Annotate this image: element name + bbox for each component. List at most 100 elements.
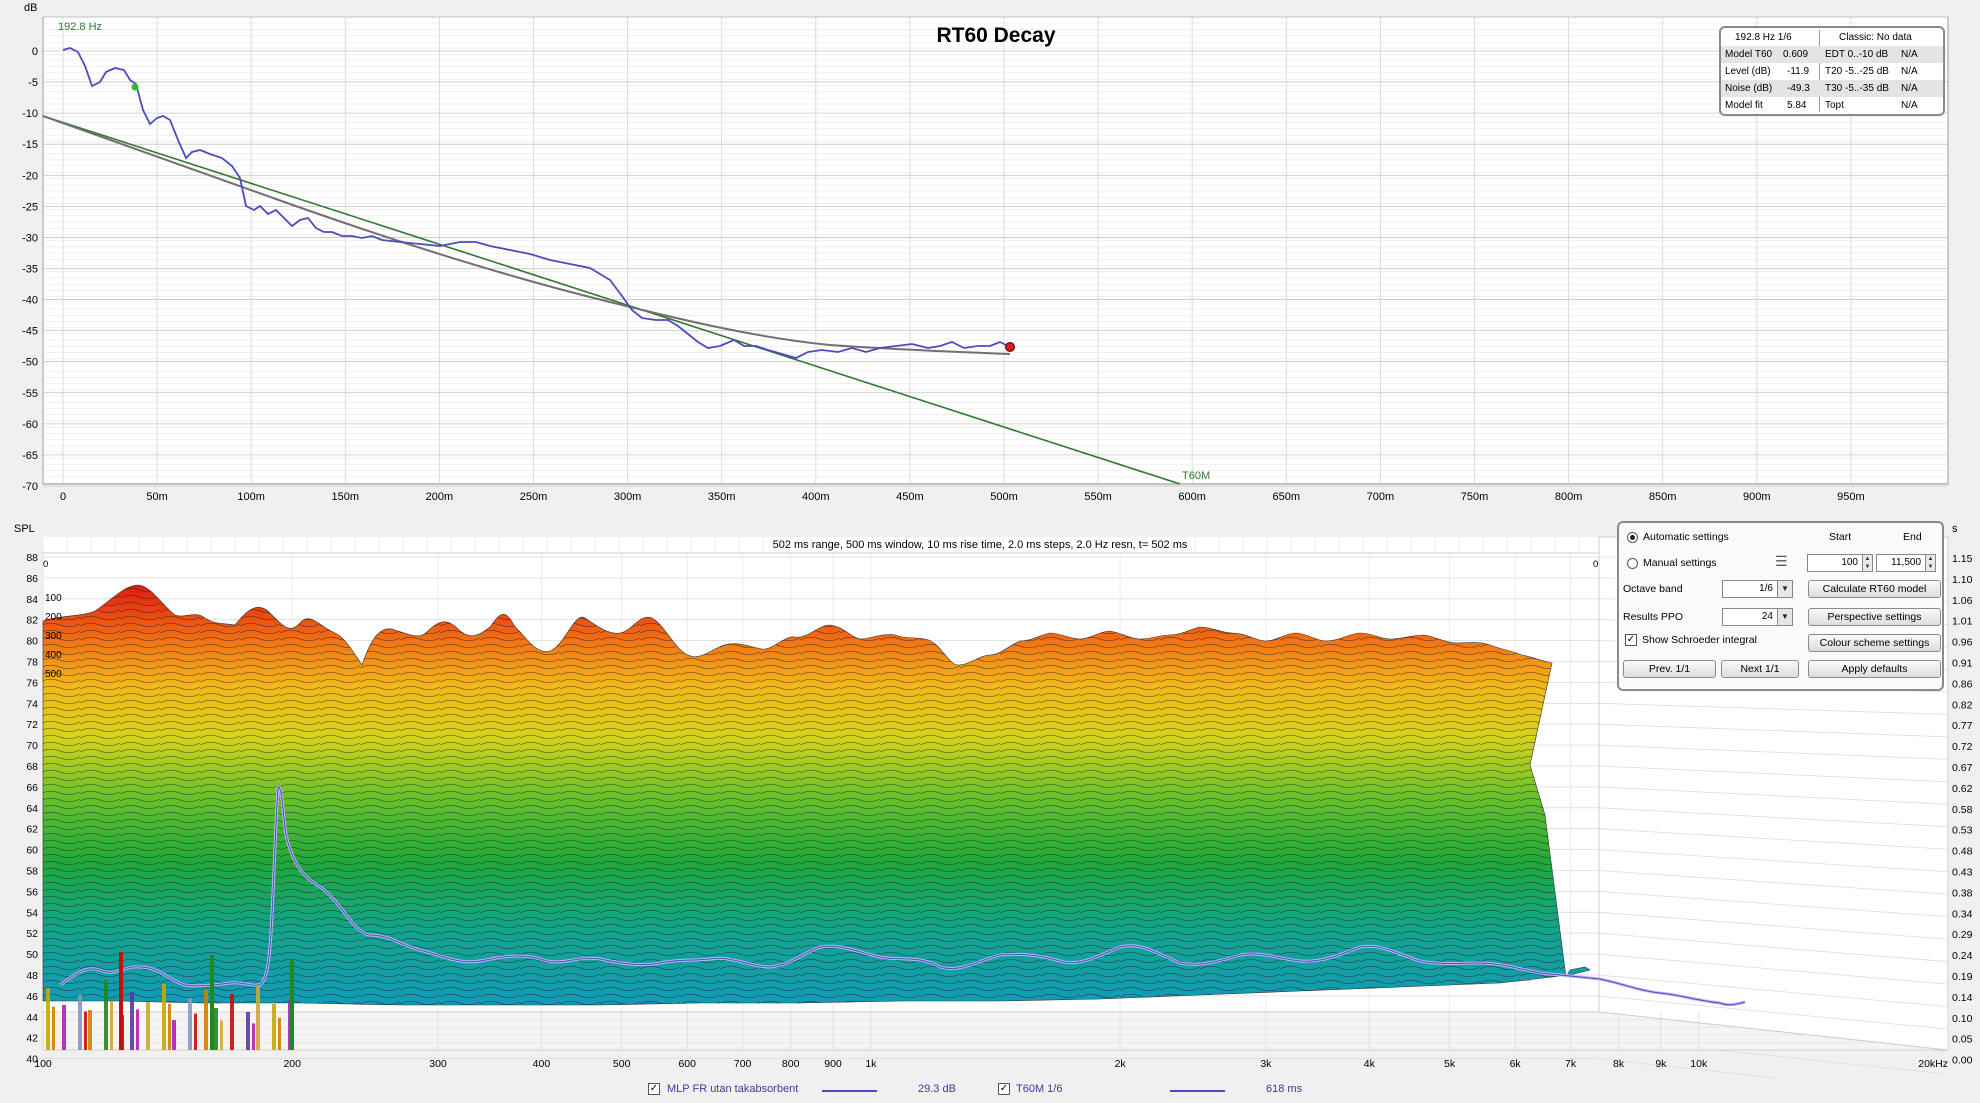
start-header: Start	[1829, 531, 1852, 543]
time-tick-label: 0.19	[1952, 971, 1973, 983]
freq-tick-label: 800	[782, 1058, 800, 1070]
y-tick-label: -35	[22, 263, 38, 275]
end-frequency-field[interactable]: 11,500	[1876, 554, 1926, 572]
info-separator	[1819, 30, 1820, 112]
rt60-decay-chart[interactable]: dB 192.8 Hz RT60 Decay 0 -5 -10 -15 -20 -25 -3…	[0, 0, 1980, 520]
right-wall-gridline	[1598, 891, 1949, 918]
manual-settings-radio[interactable]	[1627, 558, 1638, 569]
end-header: End	[1903, 531, 1922, 543]
info-header-row: 192.8 Hz 1/6 Classic: No data	[1721, 29, 1943, 46]
octave-band-select[interactable]: 1/6	[1722, 580, 1778, 598]
octave-band-dropdown-icon[interactable]: ▼	[1777, 580, 1793, 598]
x-tick-label: 0	[60, 491, 66, 503]
waterfall-chart[interactable]: SPL s 502 ms range, 500 ms window, 10 ms…	[0, 515, 1980, 1078]
freq-tick-label: 1k	[865, 1058, 877, 1070]
spl-tick-label: 60	[26, 845, 38, 857]
rt60-bar	[84, 1011, 87, 1050]
freq-tick-label: 5k	[1444, 1058, 1456, 1070]
rt60-bar	[290, 960, 294, 1050]
legend-item2-checkbox[interactable]: ✓	[998, 1083, 1010, 1095]
info-key: Model T60	[1725, 49, 1773, 60]
freq-tick-label: 7k	[1565, 1058, 1577, 1070]
info-value: N/A	[1901, 83, 1918, 94]
right-wall-gridline	[1598, 744, 1949, 760]
spl-tick-label: 88	[26, 552, 38, 564]
waterfall-ridges	[43, 585, 1566, 1005]
results-ppo-dropdown-icon[interactable]: ▼	[1777, 608, 1793, 626]
calculate-rt60-model-button[interactable]: Calculate RT60 model	[1808, 580, 1941, 598]
freq-tick-label: 100	[34, 1058, 52, 1070]
time-tick-label: 0.00	[1952, 1055, 1973, 1067]
spl-tick-label: 48	[26, 970, 38, 982]
sliders-icon[interactable]: ☰	[1775, 553, 1788, 569]
x-tick-label: 800m	[1555, 491, 1583, 503]
time-tick-label: 0.29	[1952, 929, 1973, 941]
automatic-settings-radio[interactable]	[1627, 532, 1638, 543]
time-tick-label: 0.72	[1952, 741, 1973, 753]
info-value: 5.84	[1787, 100, 1807, 111]
x-tick-label: 100m	[237, 491, 265, 503]
right-wall-gridline	[1598, 807, 1949, 828]
freq-tick-label: 400	[533, 1058, 551, 1070]
perspective-settings-button[interactable]: Perspective settings	[1808, 608, 1941, 626]
depth-label: 0	[43, 559, 48, 570]
y-tick-label: -25	[22, 201, 38, 213]
spl-tick-label: 46	[26, 991, 38, 1003]
info-value: N/A	[1901, 66, 1918, 77]
spl-tick-label: 62	[26, 824, 38, 836]
info-key: Topt	[1825, 100, 1844, 111]
y-tick-label: -60	[22, 419, 38, 431]
schroeder-decay-curve	[62, 47, 1009, 359]
x-tick-label: 250m	[520, 491, 548, 503]
rt60-bar	[130, 992, 134, 1050]
waterfall-info-line: 502 ms range, 500 ms window, 10 ms rise …	[773, 539, 1188, 551]
rt60-bar	[214, 1008, 218, 1050]
results-ppo-select[interactable]: 24	[1722, 608, 1778, 626]
legend-item1-checkbox[interactable]: ✓	[648, 1083, 660, 1095]
spl-tick-label: 64	[26, 803, 38, 815]
decay-start-marker[interactable]	[131, 83, 139, 91]
freq-tick-label: 600	[678, 1058, 696, 1070]
time-tick-label: 0.38	[1952, 887, 1973, 899]
decay-end-marker[interactable]	[1005, 342, 1015, 352]
prev-button[interactable]: Prev. 1/1	[1623, 660, 1716, 678]
spl-tick-label: 56	[26, 886, 38, 898]
spl-tick-label: 42	[26, 1033, 38, 1045]
results-ppo-label: Results PPO	[1623, 611, 1684, 623]
manual-settings-label[interactable]: Manual settings	[1643, 557, 1717, 569]
time-tick-label: 0.05	[1952, 1034, 1973, 1046]
time-tick-label: 0.82	[1952, 699, 1973, 711]
y-tick-label: -10	[22, 108, 38, 120]
right-wall-gridline	[1598, 1058, 1781, 1078]
legend-item2-label[interactable]: T60M 1/6	[1016, 1083, 1063, 1095]
legend-item1-label[interactable]: MLP FR utan takabsorbent	[667, 1083, 799, 1095]
info-key: Model fit	[1725, 100, 1763, 111]
rt60-bar	[194, 1013, 197, 1050]
info-value: N/A	[1901, 49, 1918, 60]
schroeder-integral-label[interactable]: Show Schroeder integral	[1642, 634, 1757, 646]
right-wall-gridline	[1598, 723, 1949, 738]
colour-scheme-settings-button[interactable]: Colour scheme settings	[1808, 634, 1941, 652]
info-value: 0.609	[1783, 49, 1809, 60]
rt60-bar	[278, 1017, 281, 1050]
next-button[interactable]: Next 1/1	[1721, 660, 1799, 678]
spl-tick-label: 80	[26, 636, 38, 648]
spl-tick-label: 86	[26, 573, 38, 585]
x-tick-label: 500m	[990, 491, 1018, 503]
apply-defaults-button[interactable]: Apply defaults	[1808, 660, 1941, 678]
time-tick-label: 0.43	[1952, 867, 1973, 879]
start-frequency-field[interactable]: 100	[1807, 554, 1863, 572]
info-value: N/A	[1901, 100, 1918, 111]
end-frequency-spinner[interactable]: ▲ ▼	[1925, 554, 1936, 572]
x-tick-label: 450m	[896, 491, 924, 503]
automatic-settings-label[interactable]: Automatic settings	[1643, 531, 1729, 543]
y-tick-label: 0	[32, 46, 38, 58]
t60m-fit-label: T60M	[1182, 470, 1210, 482]
time-tick-label: 0.86	[1952, 678, 1973, 690]
schroeder-integral-checkbox[interactable]: ✓	[1625, 634, 1637, 646]
depth-label: 400	[45, 650, 62, 661]
start-frequency-spinner[interactable]: ▲ ▼	[1862, 554, 1873, 572]
rt60-bar	[210, 955, 214, 1050]
freq-tick-label: 6k	[1510, 1058, 1522, 1070]
x-tick-label: 900m	[1743, 491, 1771, 503]
